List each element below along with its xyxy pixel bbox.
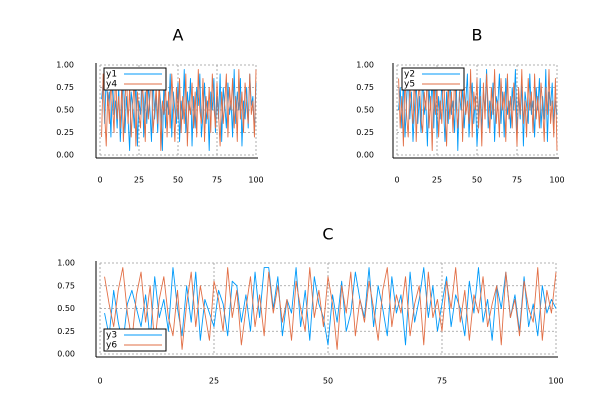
legend-label-y6: y6 (106, 341, 117, 351)
x-tick-label: 25 (134, 176, 144, 185)
legend-label-y4: y4 (106, 80, 117, 90)
x-tick-label: 0 (97, 176, 102, 185)
y-tick-label: 0.75 (56, 83, 74, 92)
x-tick-label: 75 (212, 176, 222, 185)
y-tick-label: 0.75 (57, 281, 75, 290)
subplot-title: B (472, 26, 483, 45)
y-tick-label: 0.50 (57, 304, 75, 313)
x-tick-label: 75 (437, 377, 447, 386)
x-tick-label: 100 (248, 176, 263, 185)
subplot-title: C (322, 225, 333, 244)
x-tick-label: 75 (512, 176, 522, 185)
y-tick-label: 0.50 (356, 106, 374, 115)
y-tick-label: 0.00 (57, 350, 75, 359)
legend-label-y1: y1 (106, 70, 117, 80)
y-tick-label: 0.00 (56, 151, 74, 160)
subplot-title: A (173, 26, 184, 45)
x-tick-label: 0 (394, 176, 399, 185)
y-tick-label: 0.25 (356, 128, 374, 137)
series-line-y4 (101, 69, 257, 151)
y-tick-label: 0.00 (356, 151, 374, 160)
y-tick-label: 1.00 (56, 61, 74, 70)
y-tick-label: 0.50 (56, 106, 74, 115)
y-tick-label: 0.25 (56, 128, 74, 137)
x-tick-label: 0 (97, 377, 102, 386)
x-tick-label: 50 (472, 176, 482, 185)
y-tick-label: 1.00 (356, 61, 374, 70)
x-tick-label: 100 (548, 377, 563, 386)
y-tick-label: 1.00 (57, 259, 75, 268)
x-tick-label: 50 (173, 176, 183, 185)
legend-label-y3: y3 (106, 331, 117, 341)
x-tick-label: 25 (209, 377, 219, 386)
legend-label-y5: y5 (404, 80, 415, 90)
x-tick-label: 25 (432, 176, 442, 185)
series-line-y6 (104, 267, 557, 350)
series-line-y2 (398, 69, 558, 151)
y-tick-label: 0.75 (356, 83, 374, 92)
x-tick-label: 100 (549, 176, 564, 185)
legend-label-y2: y2 (404, 70, 415, 80)
y-tick-label: 0.25 (57, 327, 75, 336)
series-line-y5 (398, 69, 558, 151)
x-tick-label: 50 (323, 377, 333, 386)
